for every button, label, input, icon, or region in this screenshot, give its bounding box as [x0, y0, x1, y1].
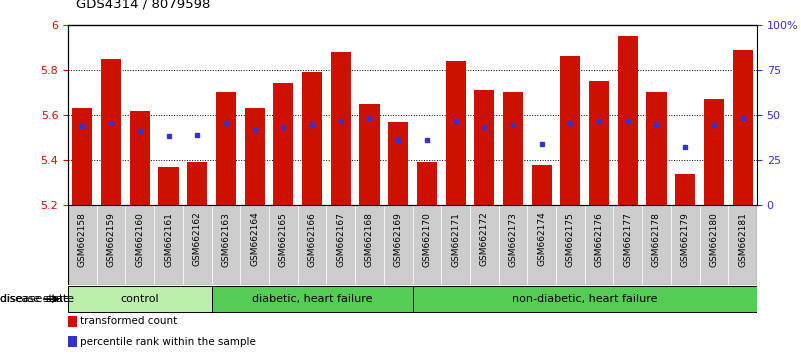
Bar [413, 286, 757, 312]
Bar [384, 205, 413, 285]
Bar [618, 36, 638, 205]
Bar [470, 205, 498, 285]
Bar [474, 90, 494, 205]
Bar [614, 205, 642, 285]
Text: GDS4314 / 8079598: GDS4314 / 8079598 [76, 0, 211, 11]
Text: GSM662159: GSM662159 [107, 212, 115, 267]
Bar [675, 174, 695, 205]
Text: GSM662178: GSM662178 [652, 212, 661, 267]
Bar [273, 84, 293, 205]
Bar [101, 59, 121, 205]
Text: GSM662176: GSM662176 [594, 212, 604, 267]
Bar [532, 165, 552, 205]
Text: GSM662158: GSM662158 [78, 212, 87, 267]
Bar [130, 110, 150, 205]
Text: GSM662165: GSM662165 [279, 212, 288, 267]
Bar [211, 286, 413, 312]
Bar [417, 162, 437, 205]
Bar [240, 205, 269, 285]
Bar [183, 205, 211, 285]
Text: GSM662177: GSM662177 [623, 212, 632, 267]
Bar [269, 205, 298, 285]
Bar [126, 205, 154, 285]
Text: GSM662166: GSM662166 [308, 212, 316, 267]
Bar [97, 205, 126, 285]
Text: GSM662173: GSM662173 [509, 212, 517, 267]
Bar [441, 205, 470, 285]
Bar [527, 205, 556, 285]
Bar [642, 205, 670, 285]
Bar [154, 205, 183, 285]
Text: GSM662170: GSM662170 [422, 212, 432, 267]
Text: GSM662161: GSM662161 [164, 212, 173, 267]
Text: diabetic, heart failure: diabetic, heart failure [252, 294, 372, 304]
Text: GSM662175: GSM662175 [566, 212, 575, 267]
Bar [728, 205, 757, 285]
Text: GSM662180: GSM662180 [710, 212, 718, 267]
Text: GSM662179: GSM662179 [681, 212, 690, 267]
Bar [556, 205, 585, 285]
Text: disease state: disease state [0, 294, 74, 304]
Bar [68, 336, 77, 348]
Text: GSM662169: GSM662169 [393, 212, 403, 267]
Bar [244, 108, 264, 205]
Bar [733, 50, 753, 205]
Bar [388, 122, 409, 205]
Bar [646, 92, 666, 205]
Bar [699, 205, 728, 285]
Bar [216, 92, 236, 205]
Bar [413, 205, 441, 285]
Text: GSM662160: GSM662160 [135, 212, 144, 267]
Text: GSM662167: GSM662167 [336, 212, 345, 267]
Bar [355, 205, 384, 285]
Text: GSM662164: GSM662164 [250, 212, 260, 267]
Bar [326, 205, 355, 285]
Bar [68, 316, 77, 327]
Bar [503, 92, 523, 205]
Bar [670, 205, 699, 285]
Text: percentile rank within the sample: percentile rank within the sample [80, 337, 256, 347]
Bar [445, 61, 465, 205]
Bar [211, 205, 240, 285]
Bar [589, 81, 609, 205]
Text: GSM662171: GSM662171 [451, 212, 460, 267]
Bar [360, 104, 380, 205]
Bar [585, 205, 614, 285]
Text: GSM662181: GSM662181 [738, 212, 747, 267]
Text: GSM662163: GSM662163 [221, 212, 231, 267]
Text: transformed count: transformed count [80, 316, 177, 326]
Bar [298, 205, 326, 285]
Bar [704, 99, 724, 205]
Bar [68, 286, 211, 312]
Bar [187, 162, 207, 205]
Text: disease state: disease state [0, 294, 70, 304]
Text: control: control [120, 294, 159, 304]
Text: GSM662162: GSM662162 [193, 212, 202, 267]
Text: GSM662174: GSM662174 [537, 212, 546, 267]
Text: non-diabetic, heart failure: non-diabetic, heart failure [512, 294, 658, 304]
Bar [302, 72, 322, 205]
Bar [498, 205, 527, 285]
Text: GSM662172: GSM662172 [480, 212, 489, 267]
Text: GSM662168: GSM662168 [365, 212, 374, 267]
Bar [159, 167, 179, 205]
Bar [68, 205, 97, 285]
Bar [331, 52, 351, 205]
Bar [561, 56, 581, 205]
Bar [72, 108, 92, 205]
